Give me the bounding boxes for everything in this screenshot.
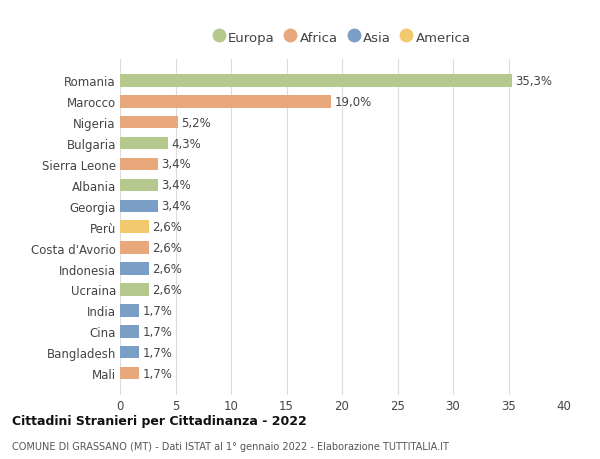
Bar bbox=[120, 242, 149, 254]
Bar bbox=[120, 158, 158, 171]
Bar bbox=[120, 75, 512, 87]
Bar bbox=[120, 284, 149, 296]
Text: COMUNE DI GRASSANO (MT) - Dati ISTAT al 1° gennaio 2022 - Elaborazione TUTTITALI: COMUNE DI GRASSANO (MT) - Dati ISTAT al … bbox=[12, 441, 449, 451]
Text: 5,2%: 5,2% bbox=[181, 117, 211, 129]
Bar bbox=[120, 138, 168, 150]
Text: 35,3%: 35,3% bbox=[515, 75, 552, 88]
Text: 3,4%: 3,4% bbox=[161, 200, 191, 213]
Bar bbox=[120, 263, 149, 275]
Bar bbox=[120, 96, 331, 108]
Bar bbox=[120, 179, 158, 192]
Bar bbox=[120, 346, 139, 358]
Text: 4,3%: 4,3% bbox=[171, 137, 201, 150]
Text: 2,6%: 2,6% bbox=[152, 263, 182, 275]
Text: 2,6%: 2,6% bbox=[152, 283, 182, 296]
Text: 2,6%: 2,6% bbox=[152, 221, 182, 234]
Bar bbox=[120, 200, 158, 213]
Text: 1,7%: 1,7% bbox=[142, 304, 172, 317]
Text: 1,7%: 1,7% bbox=[142, 325, 172, 338]
Bar bbox=[120, 304, 139, 317]
Text: 1,7%: 1,7% bbox=[142, 367, 172, 380]
Bar bbox=[120, 221, 149, 234]
Text: Cittadini Stranieri per Cittadinanza - 2022: Cittadini Stranieri per Cittadinanza - 2… bbox=[12, 414, 307, 428]
Text: 1,7%: 1,7% bbox=[142, 346, 172, 359]
Bar bbox=[120, 117, 178, 129]
Text: 19,0%: 19,0% bbox=[334, 95, 371, 108]
Bar bbox=[120, 325, 139, 338]
Legend: Europa, Africa, Asia, America: Europa, Africa, Asia, America bbox=[208, 26, 476, 50]
Text: 3,4%: 3,4% bbox=[161, 158, 191, 171]
Bar bbox=[120, 367, 139, 380]
Text: 2,6%: 2,6% bbox=[152, 241, 182, 255]
Text: 3,4%: 3,4% bbox=[161, 179, 191, 192]
